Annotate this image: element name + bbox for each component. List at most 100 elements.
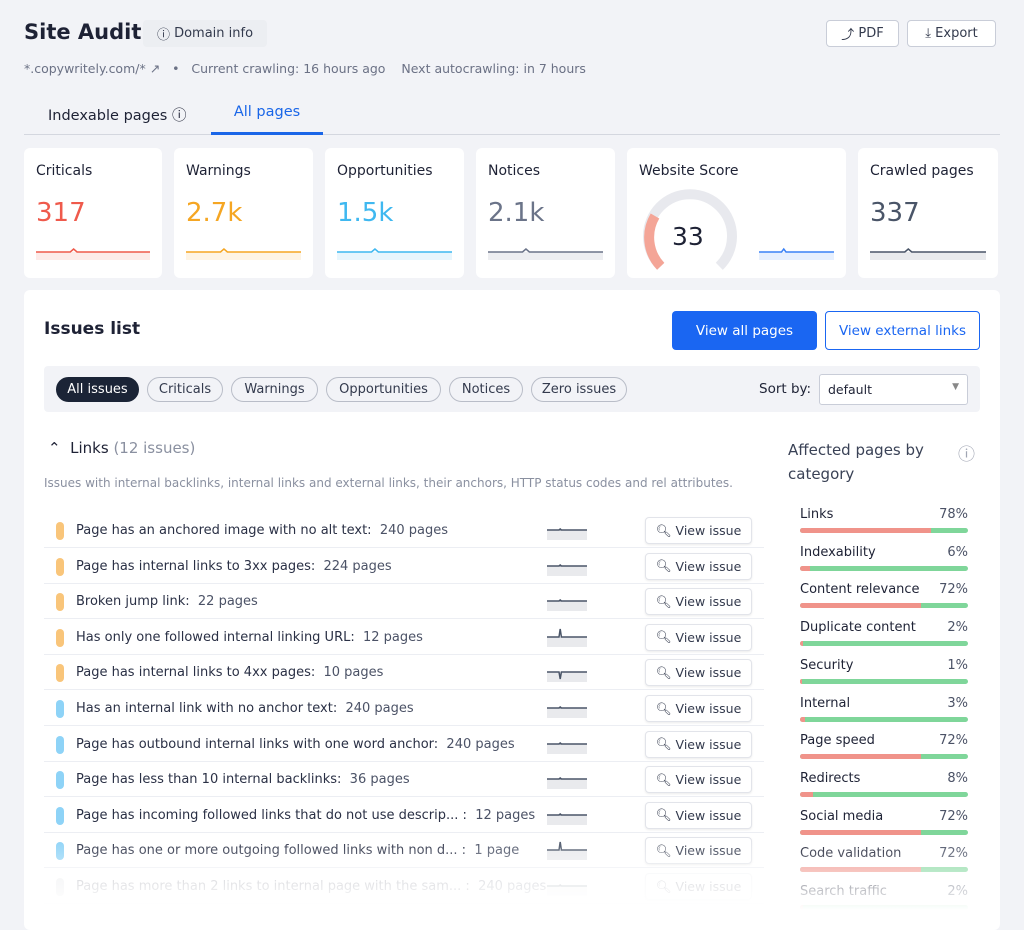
view-issue-label: View issue — [676, 523, 742, 538]
category-value: 8% — [947, 771, 968, 786]
severity-indicator — [56, 771, 64, 789]
metric-value: 317 — [36, 198, 86, 228]
fade-overlay — [24, 838, 1000, 918]
category: Social media72% — [800, 809, 968, 841]
affected-title: Affected pages by category — [788, 438, 948, 486]
issue-text: Broken jump link: 22 pages — [76, 594, 258, 609]
view-issue-button[interactable]: 🔍︎ View issue — [645, 553, 752, 580]
autocrawling: Next autocrawling: in 7 hours — [401, 61, 586, 76]
issue-pages: 12 pages — [363, 630, 423, 645]
filter-pill[interactable]: Notices — [449, 377, 523, 402]
filter-pill[interactable]: All issues — [56, 377, 139, 402]
label: Domain info — [174, 26, 253, 41]
filter-pill[interactable]: Zero issues — [531, 377, 627, 402]
category-value: 6% — [947, 545, 968, 560]
info-icon: ⓘ — [958, 440, 975, 465]
category-name: Internal — [800, 696, 850, 711]
category: Redirects 8% — [800, 771, 968, 803]
severity-indicator — [56, 807, 64, 825]
issue-pages: 240 pages — [446, 737, 514, 752]
filter-pill[interactable]: Opportunities — [326, 377, 441, 402]
category-bar — [800, 830, 921, 835]
issue-text: Page has incoming followed links that do… — [76, 808, 535, 823]
view-issue-button[interactable]: 🔍︎ View issue — [645, 588, 752, 615]
metric-label: Criticals — [36, 163, 92, 179]
tab-active[interactable]: All pages — [211, 104, 323, 135]
view-external-links[interactable]: View external links — [825, 311, 980, 350]
sparkline — [488, 244, 603, 260]
sparkline — [36, 244, 150, 260]
pdf-button[interactable]: ⤴ PDF — [826, 20, 899, 47]
sparkline — [36, 244, 150, 260]
issue-pages: 10 pages — [323, 665, 383, 680]
tabs-divider — [24, 134, 1000, 135]
issue-text: Page has internal links to 3xx pages: 22… — [76, 559, 392, 574]
view-all-pages[interactable]: View all pages — [672, 311, 817, 350]
category: Duplicate content2% — [800, 620, 968, 652]
view-issue-button[interactable]: 🔍︎ View issue — [645, 624, 752, 651]
group-description: Issues with internal backlinks, internal… — [44, 476, 733, 490]
issue-pages: 224 pages — [323, 559, 391, 574]
metric-label: Notices — [488, 163, 540, 179]
issue-text: Page has an anchored image with no alt t… — [76, 523, 448, 538]
view-issue-button[interactable]: 🔍︎ View issue — [645, 731, 752, 758]
filter-pill[interactable]: Criticals — [147, 377, 223, 402]
domain-info-button[interactable]: ⓘ Domain info — [143, 20, 267, 47]
filter-pill[interactable]: Warnings — [231, 377, 318, 402]
issue-text: Page has less than 10 internal backlinks… — [76, 772, 410, 787]
category-name: Social media — [800, 809, 883, 824]
severity-indicator — [56, 558, 64, 576]
category-name: Redirects — [800, 771, 860, 786]
domain-link[interactable]: *.copywritely.com/* — [24, 61, 146, 76]
issue-title: Page has outbound internal links with on… — [76, 737, 438, 752]
view-issue-button[interactable]: 🔍︎ View issue — [645, 659, 752, 686]
metric-value: 2.1k — [488, 198, 544, 228]
metric-card: Notices 2.1k — [476, 148, 615, 278]
category-name: Security — [800, 658, 853, 673]
metric-label: Opportunities — [337, 163, 433, 179]
sparkline — [547, 591, 587, 615]
metric-label: Warnings — [186, 163, 251, 179]
category-value: 72% — [939, 733, 968, 748]
category-name: Page speed — [800, 733, 875, 748]
sparkline — [547, 769, 587, 793]
severity-indicator — [56, 593, 64, 611]
issue-title: Page has internal links to 3xx pages: — [76, 559, 315, 574]
issue-row: Has only one followed internal linking U… — [44, 620, 764, 655]
sparkline — [547, 805, 587, 825]
issue-row: Page has outbound internal links with on… — [44, 727, 764, 762]
icon: 🔍︎ — [656, 558, 672, 574]
group-count: (12 issues) — [113, 439, 195, 457]
metric-value: 2.7k — [186, 198, 242, 228]
issue-title: Page has less than 10 internal backlinks… — [76, 772, 341, 787]
export-button[interactable]: ⤓ Export — [907, 20, 996, 47]
title: Site Audit — [24, 20, 141, 44]
sparkline — [547, 556, 587, 580]
category: Security 1% — [800, 658, 968, 690]
sparkline — [547, 734, 587, 758]
category: Links78% — [800, 507, 968, 539]
view-issue-button[interactable]: 🔍︎ View issue — [645, 695, 752, 722]
view-issue-button[interactable]: 🔍︎ View issue — [645, 802, 752, 829]
category-bar — [800, 754, 921, 759]
sparkline — [547, 627, 587, 647]
view-issue-button[interactable]: 🔍︎ View issue — [645, 766, 752, 793]
crawling: Current crawling: 16 hours ago — [191, 61, 385, 76]
sort-select[interactable]: default▼ — [819, 374, 968, 405]
icon: 🔍︎ — [656, 665, 672, 681]
category-value: 1% — [947, 658, 968, 673]
tab[interactable]: Indexable pages ⓘ — [48, 104, 186, 125]
sparkline — [759, 244, 834, 260]
sparkline — [547, 769, 587, 789]
view-issue-button[interactable]: 🔍︎ View issue — [645, 517, 752, 544]
issue-title: Has only one followed internal linking U… — [76, 630, 355, 645]
category-value: 3% — [947, 696, 968, 711]
view-issue-label: View issue — [676, 701, 742, 716]
issue-title: Page has incoming followed links that do… — [76, 808, 467, 823]
issue-pages: 12 pages — [475, 808, 535, 823]
sparkline — [186, 244, 301, 260]
group-header[interactable]: ⌃ Links (12 issues) — [48, 439, 195, 457]
view-issue-label: View issue — [676, 772, 742, 787]
